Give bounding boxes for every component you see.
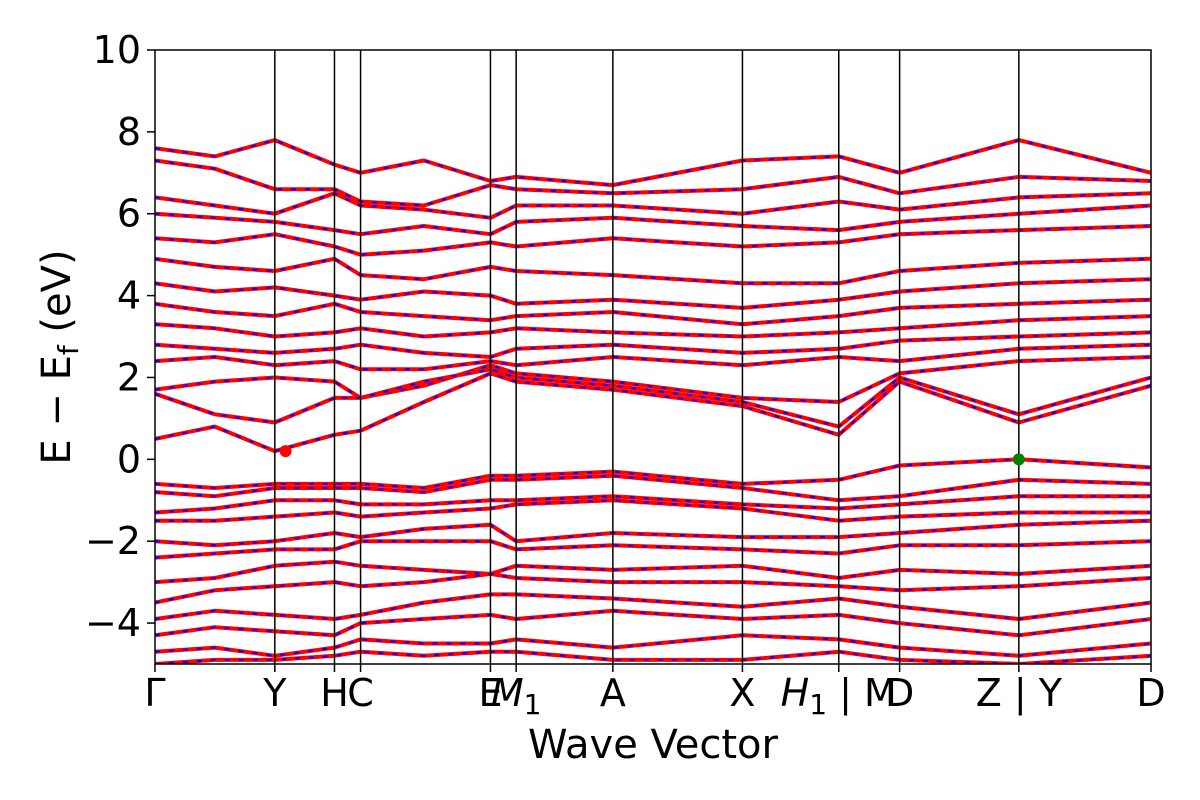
kpoint-label-6: M1 [491,671,542,721]
band-line-18 [155,498,1151,523]
band-overlay-21 [155,560,1151,584]
band-overlay-26 [155,650,1151,664]
band-overlay-20 [155,540,1151,559]
kpoint-lines-layer [274,50,1020,664]
kpoint-label-11: Z | Y [976,671,1063,716]
band-overlay-9 [155,315,1151,338]
band-overlay-8 [155,298,1151,326]
cbm-marker [279,445,292,458]
y-tick-label: 6 [117,192,141,236]
y-tick-label: −4 [85,601,141,645]
kpoint-label-2: Y [262,671,287,715]
y-tick-label: −2 [85,519,141,563]
band-line-6 [155,256,1151,286]
band-overlay-12 [155,356,1151,404]
kpoint-label-12: D [1136,671,1165,715]
band-line-21 [155,559,1151,585]
band-overlay-23 [155,593,1151,621]
vbm-marker [1012,453,1025,466]
band-overlay-19 [155,519,1151,547]
bands-layer [155,138,1151,664]
band-overlay-24 [155,609,1151,637]
band-overlay-22 [155,572,1151,604]
kpoint-label-9: H1 | M [781,671,897,721]
plot-frame [154,49,1152,665]
band-line-5 [155,224,1151,257]
y-axis-label: E − Ef (eV) [34,249,85,464]
band-line-13 [155,367,1151,429]
kpoint-label-4: C [347,671,374,715]
y-axis-label-main: E − E [34,355,80,465]
band-overlay-16 [155,474,1151,502]
band-line-1 [155,138,1151,188]
band-overlay-15 [155,458,1151,490]
band-overlay-6 [155,257,1151,285]
y-axis-label-unit: (eV) [34,249,80,345]
band-overlay-25 [155,634,1151,657]
y-tick-label: 0 [117,437,141,481]
band-line-25 [155,633,1151,658]
band-overlay-7 [155,278,1151,309]
kpoint-label-7: A [600,671,626,715]
band-line-2 [155,158,1151,208]
band-overlay-5 [155,225,1151,256]
band-line-22 [155,571,1151,605]
kpoint-label-1: Γ [144,671,165,715]
y-tick-label: 2 [117,355,141,399]
band-line-24 [155,608,1151,638]
band-overlay-17 [155,495,1151,514]
band-overlay-10 [155,331,1151,359]
band-line-9 [155,314,1151,339]
band-line-20 [155,539,1151,560]
kpoint-label-10: D [885,671,914,715]
y-axis-label-sub: f [52,344,85,355]
band-overlay-11 [155,343,1151,371]
band-overlay-4 [155,204,1151,236]
kpoint-label-5: E [478,671,502,715]
kpoint-label-3: H [320,671,349,715]
band-overlay-18 [155,499,1151,522]
y-tick-label: 10 [93,28,141,72]
y-tick-label: 4 [117,274,141,318]
x-axis-label: Wave Vector [528,722,779,768]
y-ticks-layer: 10 8 6 4 2 0 −2 −4 [85,28,155,645]
band-overlay-3 [155,192,1151,219]
y-tick-label: 8 [117,110,141,154]
markers-layer [279,445,1025,466]
kpoint-label-8: X [729,671,755,715]
band-line-19 [155,518,1151,548]
